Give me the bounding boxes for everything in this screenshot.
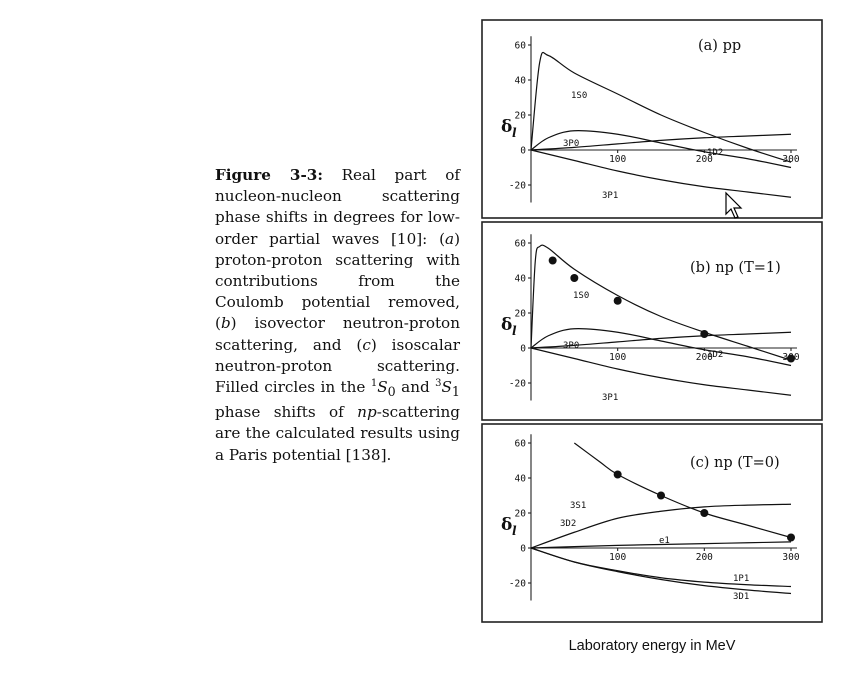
series-line-3P0 xyxy=(530,328,792,367)
panel-frame xyxy=(481,423,823,623)
caption-text: -scattering are the calculated results u… xyxy=(215,403,460,464)
series-line-e1 xyxy=(530,541,792,549)
panel-frame xyxy=(481,19,823,219)
data-point xyxy=(787,533,795,542)
data-point xyxy=(787,354,795,363)
series-label: 3D2 xyxy=(560,519,576,529)
y-axis-label: δ xyxy=(501,515,512,535)
data-point xyxy=(657,491,665,500)
series-line-1S0 xyxy=(530,51,792,163)
y-axis-label-subscript: l xyxy=(512,524,517,538)
caption-text: ) isoscalar neutron-proton scattering. F… xyxy=(215,335,461,397)
figure-caption: Figure 3-3: Real part of nucleon-nucleon… xyxy=(215,165,460,466)
panel-frame xyxy=(481,221,823,421)
x-tick-label: 300 xyxy=(782,154,799,165)
data-point xyxy=(613,470,622,479)
caption-italic: b xyxy=(220,314,231,333)
y-tick-label: 60 xyxy=(515,239,527,250)
caption-text: ) proton-proton scattering with contribu… xyxy=(215,229,460,333)
series-line-3D1 xyxy=(530,547,792,595)
x-tick-label: 100 xyxy=(609,154,626,165)
series-line-1P1 xyxy=(530,547,792,588)
series-label: 1D2 xyxy=(707,350,723,360)
series-line-3P1 xyxy=(530,149,792,198)
caption-superscript: 3 xyxy=(435,378,442,390)
caption-subscript: 1 xyxy=(451,384,460,400)
caption-text: and xyxy=(395,378,436,397)
y-axis-label: δ xyxy=(501,315,512,335)
data-point xyxy=(570,274,579,282)
y-tick-label: 20 xyxy=(515,309,527,320)
series-label: 3P0 xyxy=(563,139,579,149)
x-tick-label: 200 xyxy=(696,154,713,165)
y-tick-label: -20 xyxy=(509,379,526,390)
series-label: 3P1 xyxy=(602,393,618,403)
caption-italic: a xyxy=(445,229,455,248)
figure-label: Figure 3-3: xyxy=(215,166,323,184)
caption-superscript: 1 xyxy=(370,378,378,390)
caption-subscript: 0 xyxy=(387,384,396,400)
series-label: 1S0 xyxy=(571,91,587,101)
y-axis-label-subscript: l xyxy=(512,324,517,338)
y-tick-label: 60 xyxy=(515,439,527,450)
panel-title: (b) np (T=1) xyxy=(690,260,781,276)
series-line-1D2 xyxy=(530,331,792,349)
y-axis-label: δ xyxy=(501,117,512,137)
y-tick-label: 0 xyxy=(520,146,526,157)
series-line-3P1 xyxy=(530,347,792,396)
data-point xyxy=(548,256,557,265)
series-label: 1P1 xyxy=(733,574,749,584)
series-line-3D2 xyxy=(530,503,792,549)
data-point xyxy=(700,330,709,338)
y-tick-label: 20 xyxy=(515,509,527,520)
data-point xyxy=(613,296,622,305)
panel-title: (c) np (T=0) xyxy=(690,455,780,471)
series-line-3P0 xyxy=(530,130,792,169)
x-axis-label: Laboratory energy in MeV xyxy=(568,638,736,654)
caption-text: phase shifts of xyxy=(215,403,358,422)
caption-italic: S xyxy=(377,378,388,397)
x-tick-label: 100 xyxy=(609,352,626,363)
panel-title: (a) pp xyxy=(698,38,741,54)
series-line-1D2 xyxy=(530,133,792,151)
y-tick-label: 20 xyxy=(515,111,527,122)
y-tick-label: -20 xyxy=(509,181,526,192)
series-line-1S0 xyxy=(530,244,792,361)
series-label: 1D2 xyxy=(707,148,723,158)
data-point xyxy=(700,509,709,517)
cursor-arrow-icon xyxy=(725,191,743,219)
series-label: 1S0 xyxy=(573,291,589,301)
series-label: 3S1 xyxy=(570,501,586,511)
x-tick-label: 100 xyxy=(609,552,626,563)
x-tick-label: 200 xyxy=(696,552,713,563)
y-tick-label: 0 xyxy=(520,544,526,555)
caption-text: ) isovector neutron-proton scattering, a… xyxy=(215,314,460,354)
series-label: 3P1 xyxy=(602,191,618,201)
series-label: e1 xyxy=(659,536,670,546)
x-tick-label: 300 xyxy=(782,552,799,563)
caption-text: Real part of nucleon-nucleon scattering … xyxy=(215,166,460,248)
series-label: 3D1 xyxy=(733,592,749,602)
x-tick-label: 200 xyxy=(696,352,713,363)
y-tick-label: 40 xyxy=(515,474,527,485)
y-tick-label: 0 xyxy=(520,344,526,355)
y-tick-label: 60 xyxy=(515,41,527,52)
y-tick-label: -20 xyxy=(509,579,526,590)
caption-italic: np xyxy=(357,403,377,422)
y-axis-label-subscript: l xyxy=(512,126,517,140)
y-tick-label: 40 xyxy=(515,274,527,285)
caption-italic: S xyxy=(441,378,452,397)
y-tick-label: 40 xyxy=(515,76,527,87)
caption-italic: c xyxy=(362,335,371,354)
